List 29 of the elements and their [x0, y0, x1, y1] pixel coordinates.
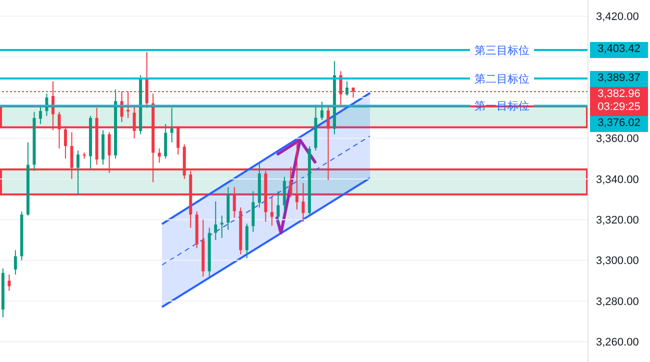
candlestick	[220, 215, 224, 238]
candlestick	[76, 150, 80, 196]
candlestick	[14, 250, 17, 276]
text: 3,389.37	[590, 72, 648, 86]
ref-line-label: 3,382.96	[596, 88, 642, 102]
candlestick	[245, 223, 248, 259]
candlestick	[214, 200, 218, 240]
candlestick	[164, 124, 168, 160]
candlestick	[320, 101, 324, 120]
y-tick-label: 3,260.00	[596, 336, 639, 349]
y-tick-label: 3,320.00	[596, 214, 639, 227]
text: 3,376.02	[590, 117, 648, 130]
y-tick-label: 3,340.00	[596, 174, 639, 186]
text: 03:29:25	[596, 101, 642, 114]
y-tick-label: 3,280.00	[596, 296, 639, 308]
candlestick	[8, 274, 11, 292]
candlestick	[252, 190, 255, 232]
y-tick-label: 3,420.00	[596, 11, 639, 24]
candlestick	[276, 190, 280, 222]
ref-line-label: 第三目标位	[474, 44, 530, 57]
candlestick	[38, 105, 42, 125]
candlestick	[345, 80, 348, 96]
y-tick-label: 3,360.00	[596, 133, 639, 146]
candlestick	[158, 148, 161, 164]
ref-line-label: 第二目标位	[474, 74, 530, 86]
candlestick	[170, 107, 174, 143]
y-tick-label: 3,300.00	[596, 255, 639, 268]
text: 3,403.42	[590, 43, 648, 56]
candlestick	[270, 196, 274, 226]
